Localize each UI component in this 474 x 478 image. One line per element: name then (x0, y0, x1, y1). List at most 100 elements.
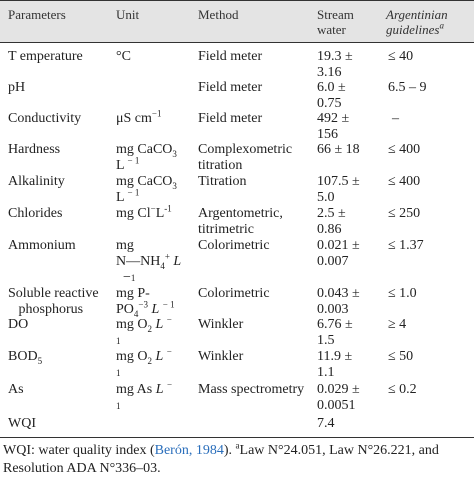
row-1-unit: °C (116, 49, 131, 64)
row-10-unit-text: mg O (116, 349, 148, 364)
row-12-value: 7.4 (317, 416, 335, 431)
footnote-prefix: WQI: water quality index ( (3, 443, 155, 458)
row-9-guideline: ≥ 4 (388, 317, 407, 332)
footnote-sup: a (235, 440, 240, 451)
row-7-unit-line1: mg (116, 238, 134, 253)
row-6-unit-text: mg Cl (116, 206, 151, 221)
row-10-unit-sup: − (166, 346, 172, 357)
row-6-unit: mg Cl−L-1 (116, 204, 172, 222)
row-7-unit-sup: + (164, 251, 170, 262)
row-6-value: 2.5 ±0.86 (317, 206, 346, 238)
row-4-method-line1: Complexometric (198, 142, 293, 157)
row-8-parameter: Soluble reactive phosphorus (8, 286, 99, 318)
row-10-value-line2: 1.1 (317, 365, 335, 380)
row-1-value: 19.3 ±3.16 (317, 49, 353, 81)
row-11-value: 0.029 ±0.0051 (317, 382, 360, 414)
header-guidelines-line2: guidelines (386, 22, 440, 37)
row-6-value-line2: 0.86 (317, 222, 342, 237)
row-9-unit-text: mg O (116, 317, 148, 332)
row-7-unit-l: L (173, 254, 182, 269)
row-3-method: Field meter (198, 111, 263, 126)
row-8-value: 0.043 ±0.003 (317, 286, 360, 318)
row-3-unit-sup: −1 (151, 108, 162, 119)
row-10-unit-sub: 2 (147, 355, 153, 366)
row-9-value-line2: 1.5 (317, 333, 335, 348)
row-6-method-line1: Argentometric, (198, 206, 283, 221)
row-11-value-line1: 0.029 ± (317, 382, 360, 397)
row-7-parameter: Ammonium (8, 238, 76, 253)
row-8-unit-sub: 4 (133, 308, 139, 319)
table-footnote: WQI: water quality index (Berón, 1984). … (3, 440, 473, 478)
row-10-parameter-sub: 5 (37, 355, 43, 366)
row-8-parameter-line2: phosphorus (18, 302, 84, 317)
row-10-guideline: ≤ 50 (388, 349, 414, 364)
row-6-value-line1: 2.5 ± (317, 206, 346, 221)
top-rule (0, 0, 474, 1)
row-9-unit: mg O2 L − 1 (116, 314, 172, 349)
row-5-unit: mg CaCO3 L − 1 (116, 174, 177, 206)
row-1-value-line1: 19.3 ± (317, 49, 353, 64)
row-4-unit: mg CaCO3 L − 1 (116, 142, 177, 174)
row-3-parameter: Conductivity (8, 111, 82, 126)
header-unit: Unit (116, 7, 140, 22)
row-4-method: Complexometric titration (198, 142, 292, 174)
row-9-method: Winkler (198, 317, 244, 332)
row-11-unit-l: L (155, 382, 164, 397)
row-8-unit-sup: −3 (138, 299, 148, 310)
row-5-unit-sub: 3 (172, 180, 177, 191)
row-2-value: 6.0 ±0.75 (317, 80, 346, 112)
header-stream-water: Stream water (317, 7, 354, 37)
row-6-method: Argentometric, titrimetric (198, 206, 283, 238)
row-4-guideline: ≤ 400 (388, 142, 421, 157)
row-7-value-line1: 0.021 ± (317, 238, 360, 253)
row-10-unit-l: L (155, 349, 164, 364)
row-7-unit-sub: 4 (160, 260, 165, 271)
row-8-value-line1: 0.043 ± (317, 286, 360, 301)
header-method: Method (198, 7, 239, 22)
row-3-unit-text: μS cm (116, 111, 152, 126)
row-7-unit-nh: N—NH (116, 254, 161, 269)
header-stream-water-line1: Stream (317, 7, 354, 22)
row-4-method-line2: titration (198, 158, 243, 173)
row-6-method-line2: titrimetric (198, 222, 254, 237)
row-2-guideline: 6.5 – 9 (388, 80, 427, 95)
row-5-unit-l: L (116, 190, 125, 205)
row-4-unit-text: mg CaCO (116, 142, 173, 157)
footnote-citation-link[interactable]: Berón, 1984 (154, 443, 224, 458)
header-stream-water-line2: water (317, 22, 346, 37)
footnote-law-1: Law N°24.051, Law N°26.221, and (239, 443, 439, 458)
row-4-unit-l: L (116, 158, 125, 173)
header-guidelines: Argentinian guidelinesa (386, 7, 448, 37)
row-3-value-line1: 492 ± (317, 111, 350, 126)
row-1-method: Field meter (198, 49, 263, 64)
row-4-unit-sub: 3 (172, 148, 177, 159)
header-guidelines-sup: a (439, 20, 444, 31)
row-9-unit-l: L (155, 317, 164, 332)
row-8-unit-line1: mg P- (116, 286, 150, 301)
row-8-unit-po: PO (116, 302, 134, 317)
row-9-value: 6.76 ±1.5 (317, 317, 353, 349)
row-8-unit: mg P- PO4−3 L − 1 (116, 286, 175, 318)
row-10-value-line1: 11.9 ± (317, 349, 353, 364)
row-8-parameter-line1: Soluble reactive (8, 286, 99, 301)
row-5-value-line2: 5.0 (317, 190, 335, 205)
row-11-unit-one: 1 (116, 401, 121, 411)
row-6-unit-l: L (155, 206, 165, 221)
row-7-unit-one: 1 (130, 273, 136, 283)
row-9-unit-sup: − (166, 314, 172, 325)
row-7-unit: mg N—NH4+ L −1 (116, 238, 181, 286)
row-8-method: Colorimetric (198, 286, 270, 301)
row-7-guideline: ≤ 1.37 (388, 238, 424, 253)
row-7-method: Colorimetric (198, 238, 270, 253)
row-5-method: Titration (198, 174, 247, 189)
row-4-parameter: Hardness (8, 142, 61, 157)
row-11-guideline: ≤ 0.2 (388, 382, 417, 397)
row-11-unit-sup: − (166, 379, 173, 390)
row-1-parameter: T emperature (8, 49, 83, 64)
row-10-unit-one: 1 (116, 368, 121, 378)
header-rule (0, 42, 474, 43)
row-7-value-line2: 0.007 (317, 254, 349, 269)
row-11-value-line2: 0.0051 (317, 398, 356, 413)
row-4-value: 66 ± 18 (317, 142, 360, 157)
row-9-value-line1: 6.76 ± (317, 317, 353, 332)
